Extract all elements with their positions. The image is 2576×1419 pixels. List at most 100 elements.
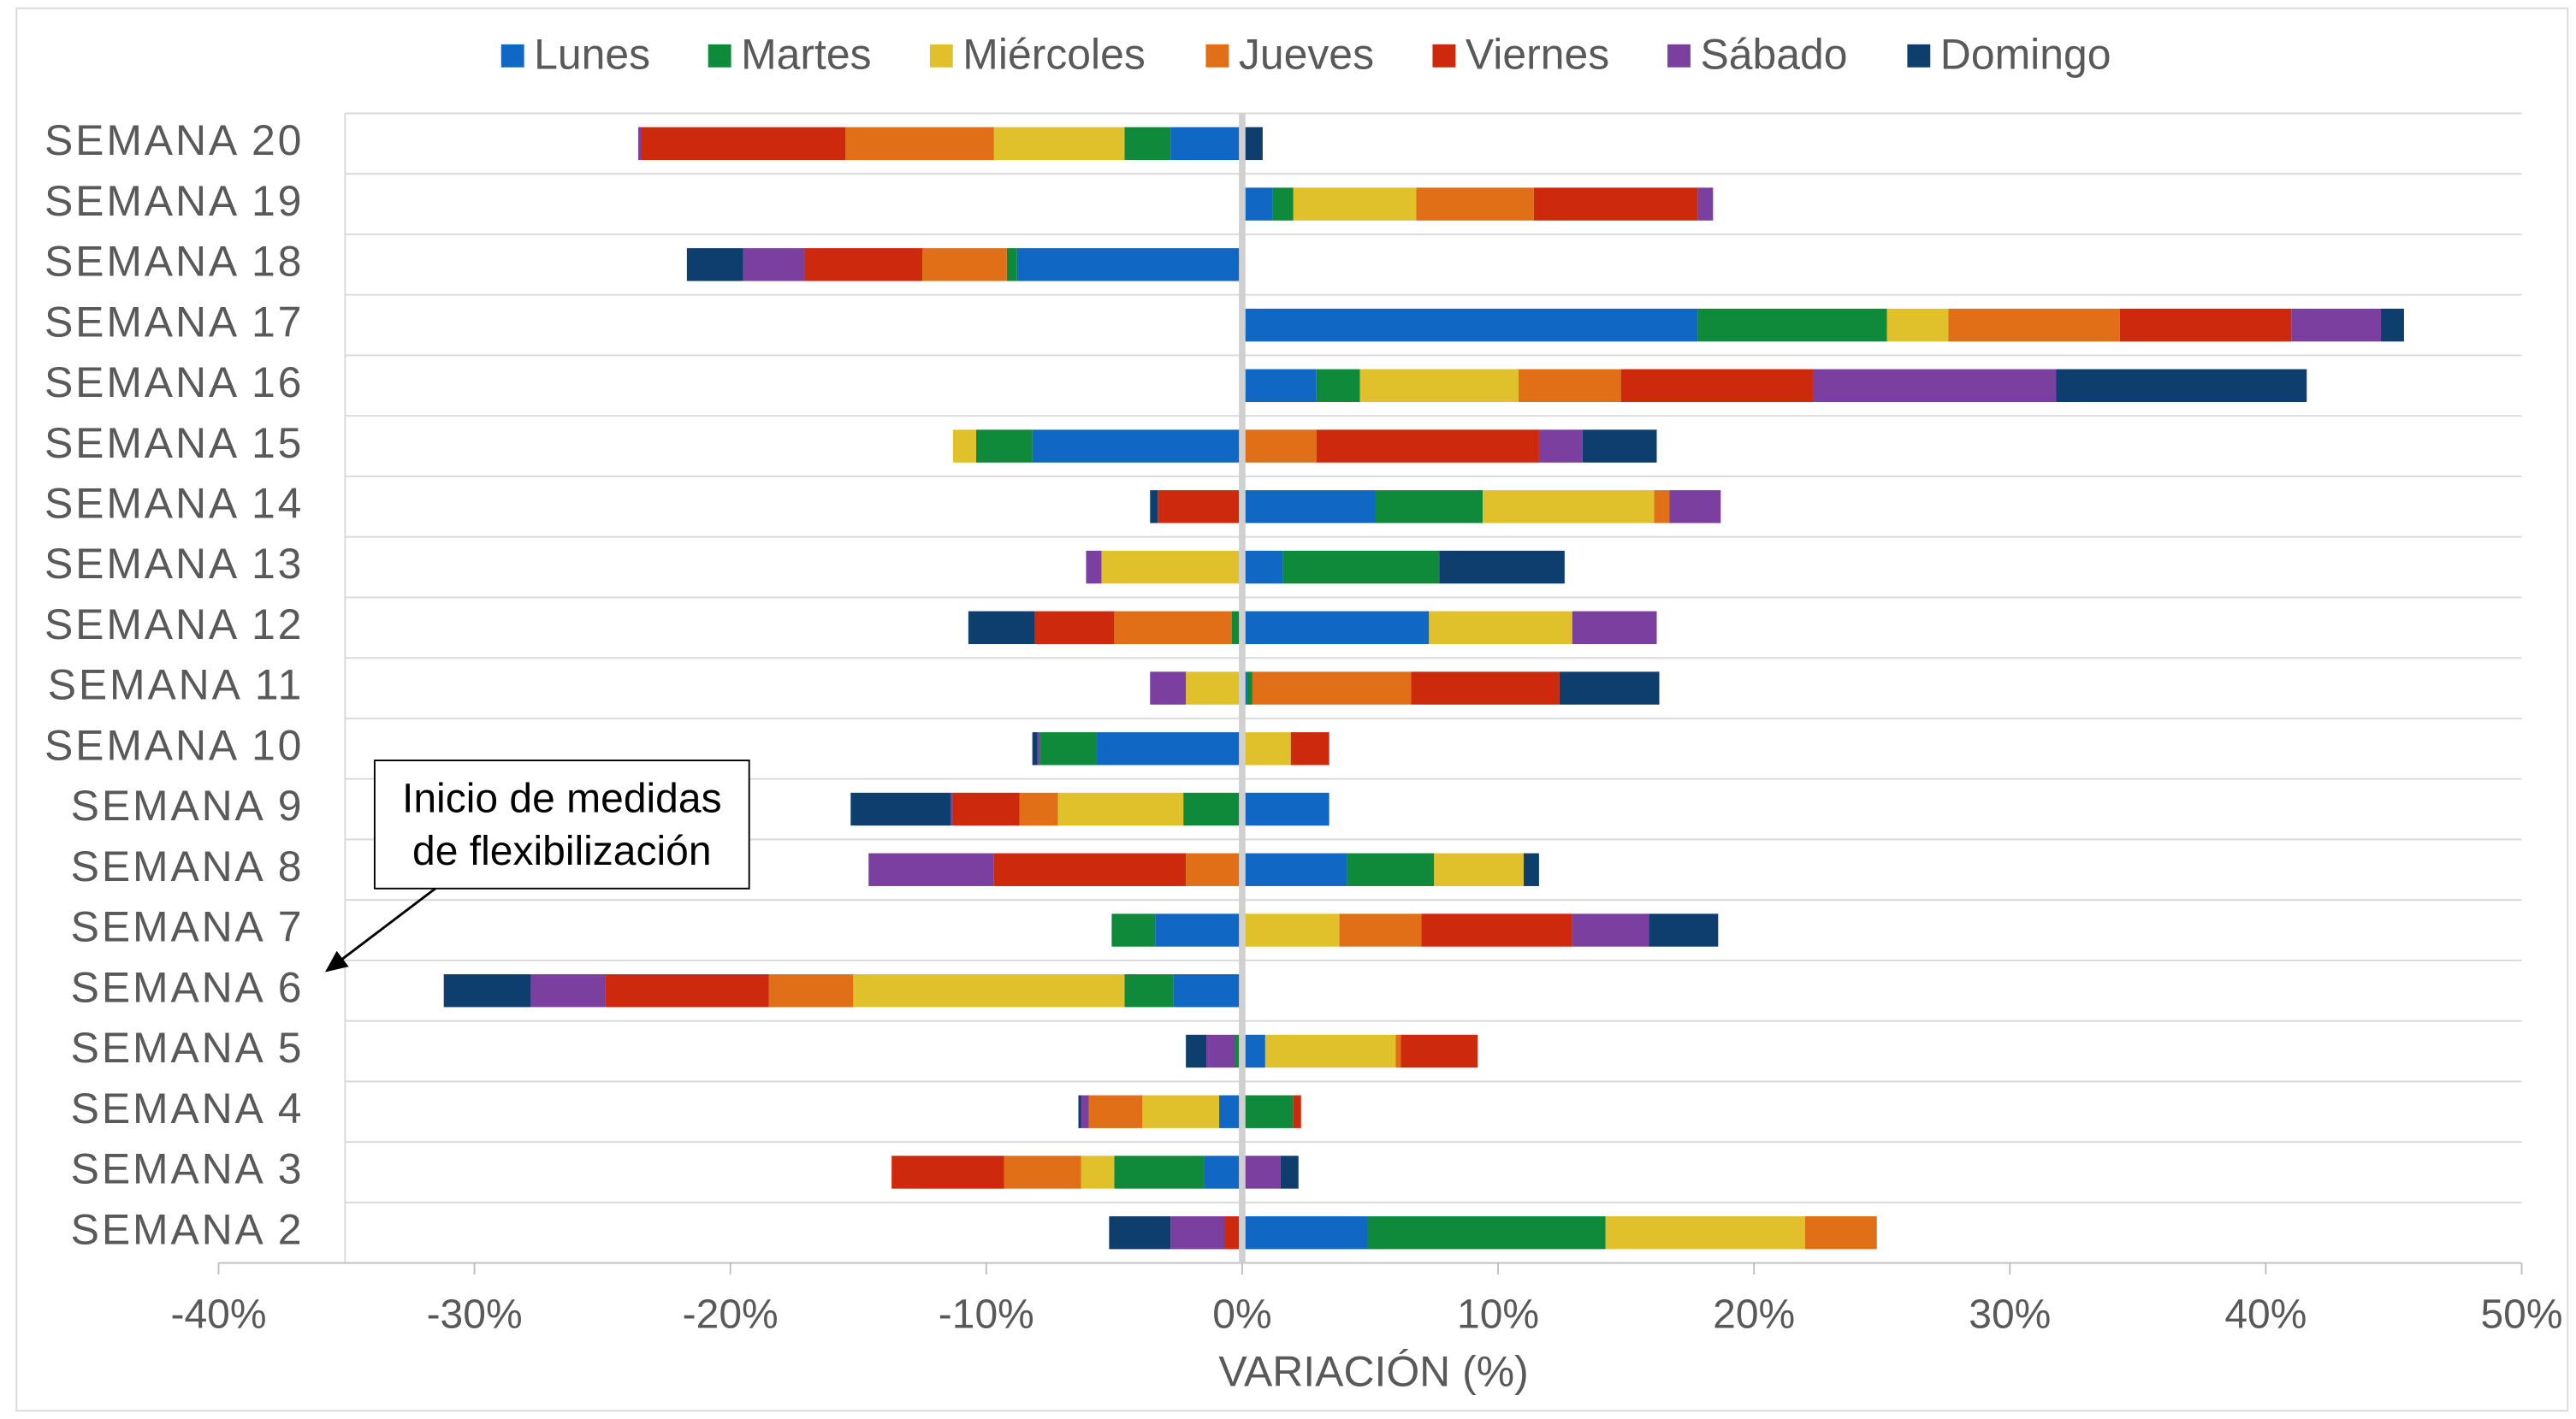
- bar-segment: [1886, 308, 1949, 342]
- bar-segment: [1081, 1095, 1089, 1128]
- bar-segment: [768, 974, 854, 1008]
- bar-segment: [1019, 792, 1058, 826]
- bar-segment: [1401, 1034, 1478, 1068]
- bar-segment: [845, 127, 994, 161]
- bar-segment: [2119, 308, 2292, 342]
- bar-segment: [853, 974, 1125, 1008]
- bar-segment: [1483, 490, 1655, 523]
- bar-segment: [1620, 369, 1813, 403]
- x-axis-label: VARIACIÓN (%): [1218, 1347, 1528, 1395]
- bar-segment: [1429, 611, 1572, 644]
- bar-segment: [605, 974, 769, 1008]
- bar-segment: [1109, 1216, 1171, 1250]
- bar-segment: [1219, 1095, 1242, 1128]
- bar-segment: [891, 1156, 1004, 1189]
- bar-segment: [968, 611, 1035, 644]
- bar-segment: [743, 248, 805, 281]
- legend-label: Domingo: [1940, 30, 2111, 78]
- bar-segment: [1183, 792, 1242, 826]
- bar-segment: [1439, 550, 1565, 584]
- bar-segment: [1241, 732, 1291, 766]
- bar-segment: [1101, 550, 1242, 584]
- bar-segment: [922, 248, 1007, 281]
- y-tick-label: SEMANA 11: [48, 661, 305, 709]
- legend-swatch: [1432, 44, 1456, 68]
- bar-segment: [1523, 853, 1539, 886]
- bar-segment: [530, 974, 606, 1008]
- y-tick-label: SEMANA 10: [44, 721, 304, 769]
- bar-segment: [1034, 611, 1115, 644]
- bar-segment: [1234, 1034, 1242, 1068]
- bar-segment: [850, 792, 950, 826]
- bar-segment: [1032, 429, 1242, 463]
- annotation-box: [373, 760, 750, 890]
- bar-segment: [1241, 1156, 1281, 1189]
- bar-segment: [1582, 429, 1657, 463]
- y-tick-label: SEMANA 2: [71, 1205, 305, 1253]
- bar-segment: [1241, 308, 1698, 342]
- bar-segment: [1186, 671, 1242, 705]
- bar-segment: [1204, 1156, 1242, 1189]
- bar-segment: [1241, 429, 1317, 463]
- y-tick-label: SEMANA 12: [44, 600, 304, 648]
- bar-segment: [1359, 369, 1519, 403]
- legend-label: Sábado: [1700, 30, 1847, 78]
- bar-segment: [1375, 490, 1483, 523]
- y-tick-label: SEMANA 13: [44, 540, 304, 588]
- bar-segment: [2056, 369, 2307, 403]
- y-tick-label: SEMANA 20: [44, 116, 304, 164]
- x-tick-label: 10%: [1457, 1292, 1539, 1338]
- bar-segment: [1654, 490, 1670, 523]
- y-tick-label: SEMANA 14: [44, 479, 304, 527]
- bar-segment: [1241, 490, 1376, 523]
- bar-segment: [1088, 1095, 1143, 1128]
- bar-segment: [1155, 913, 1242, 947]
- bar-segment: [1231, 611, 1242, 644]
- legend-swatch: [708, 44, 731, 68]
- bar-segment: [868, 853, 994, 886]
- bar-segment: [1173, 974, 1242, 1008]
- bar-segment: [1032, 732, 1038, 766]
- legend-label: Viernes: [1466, 30, 1609, 78]
- bar-segment: [1078, 1095, 1081, 1128]
- bar-segment: [1150, 671, 1187, 705]
- bar-segment: [1649, 913, 1719, 947]
- bar-segment: [1241, 187, 1273, 221]
- bar-segment: [1416, 187, 1534, 221]
- bar-segment: [1316, 369, 1360, 403]
- bar-segment: [1272, 187, 1294, 221]
- bar-segment: [1669, 490, 1721, 523]
- y-tick-label: SEMANA 16: [44, 358, 304, 406]
- bar-segment: [2291, 308, 2382, 342]
- bar-segment: [1241, 792, 1329, 826]
- bar-segment: [1247, 671, 1252, 705]
- bar-segment: [1559, 671, 1660, 705]
- bar-segment: [1158, 490, 1242, 523]
- legend-swatch: [1907, 44, 1931, 68]
- legend-label: Jueves: [1239, 30, 1374, 78]
- bar-segment: [1186, 853, 1242, 886]
- bar-segment: [1252, 671, 1412, 705]
- bar-segment: [686, 248, 743, 281]
- bar-segment: [1282, 550, 1440, 584]
- bar-segment: [1241, 1095, 1294, 1128]
- bar-segment: [1290, 732, 1329, 766]
- bar-segment: [1206, 1034, 1235, 1068]
- bar-segment: [1812, 369, 2057, 403]
- bar-segment: [1037, 732, 1040, 766]
- bar-segment: [1572, 611, 1657, 644]
- bar-segment: [1411, 671, 1560, 705]
- y-tick-label: SEMANA 9: [71, 782, 305, 830]
- bar-segment: [1518, 369, 1621, 403]
- bar-segment: [1170, 1216, 1225, 1250]
- legend-label: Martes: [741, 30, 872, 78]
- bar-segment: [1111, 913, 1156, 947]
- x-tick-label: 20%: [1713, 1292, 1795, 1338]
- bar-segment: [1124, 974, 1174, 1008]
- annotation-arrow: [324, 887, 436, 973]
- bar-segment: [641, 127, 846, 161]
- y-tick-label: SEMANA 5: [71, 1024, 305, 1072]
- annotation-text: de flexibilización: [412, 829, 712, 874]
